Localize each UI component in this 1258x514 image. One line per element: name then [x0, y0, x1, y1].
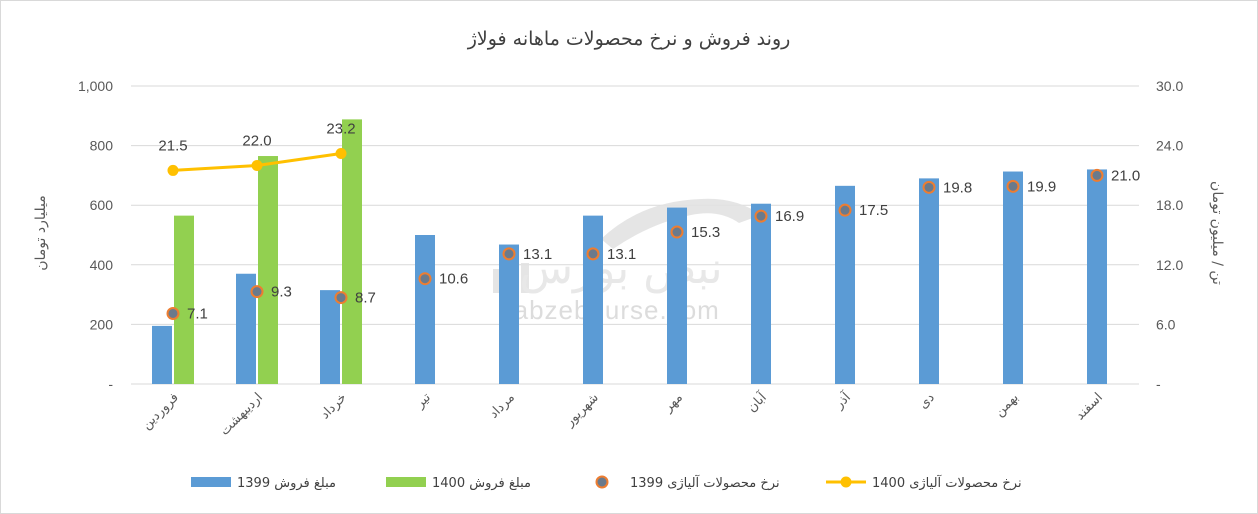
legend-label: نرخ محصولات آلیاژی 1399 — [630, 474, 780, 491]
right-tick-label: 24.0 — [1156, 138, 1183, 154]
bar-1399 — [583, 215, 603, 384]
right-tick-label: 6.0 — [1156, 316, 1176, 332]
right-tick-label: 12.0 — [1156, 257, 1183, 273]
rate-1399-marker — [586, 247, 600, 261]
right-axis-title: تن / میلیون تومان — [1209, 181, 1225, 285]
rate-1399-marker — [922, 180, 936, 194]
rate-1400-label: 22.0 — [242, 132, 271, 149]
rate-1399-label: 13.1 — [607, 246, 636, 263]
data-labels: 21.5 22.0 23.2 7.1 9.3 8.7 10.6 13.1 13.1 15.3 16.… — [158, 121, 1140, 323]
rate-1399-label: 16.9 — [775, 208, 804, 225]
legend-swatch-line-marker — [840, 476, 852, 488]
category-label: آبان — [743, 388, 771, 416]
legend-label: نرخ محصولات آلیاژی 1400 — [872, 474, 1022, 491]
category-label: بهمن — [992, 390, 1022, 420]
left-tick-label: 1,000 — [78, 78, 113, 94]
left-tick-label: 200 — [90, 316, 114, 332]
bar-1399 — [152, 325, 172, 384]
category-labels: فروردین اردیبهشت خرداد تیر مرداد شهریور مهر آبا… — [139, 388, 1106, 439]
bar-1399 — [320, 290, 340, 384]
rate-1399-marker — [418, 272, 432, 286]
watermark-logo-text: نبض بورس — [519, 243, 722, 294]
bar-1399 — [667, 207, 687, 384]
rate-1399-marker — [250, 285, 264, 299]
left-axis-title: میلیارد تومان — [33, 195, 49, 270]
bar-1399 — [919, 178, 939, 384]
left-axis-ticks: - 200 400 600 800 1,000 — [78, 78, 113, 392]
rate-1399-label: 8.7 — [355, 290, 376, 307]
left-tick-label: 800 — [90, 138, 114, 154]
left-tick-label: - — [108, 376, 113, 392]
rate-1399-label: 19.8 — [943, 179, 972, 196]
right-axis-ticks: - 6.0 12.0 18.0 24.0 30.0 — [1156, 78, 1183, 392]
legend-label: مبلغ فروش 1400 — [432, 476, 531, 491]
left-tick-label: 600 — [90, 197, 114, 213]
rate-1399-label: 10.6 — [439, 271, 468, 288]
rate-1399-label: 15.3 — [691, 224, 720, 241]
bar-1399 — [1087, 169, 1107, 384]
legend-swatch-bar — [386, 477, 426, 487]
category-label: تیر — [412, 390, 434, 412]
rate-1400-marker — [167, 164, 179, 176]
category-label: اسفند — [1073, 390, 1106, 423]
bar-1399 — [751, 203, 771, 384]
rate-1399-label: 17.5 — [859, 202, 888, 219]
legend: مبلغ فروش 1399 مبلغ فروش 1400 نرخ محصولات … — [191, 474, 1022, 491]
category-label: خرداد — [318, 390, 350, 422]
legend-label: مبلغ فروش 1399 — [237, 476, 336, 491]
category-label: شهریور — [562, 390, 602, 430]
bar-1400 — [174, 215, 194, 384]
category-label: اردیبهشت — [217, 390, 265, 438]
bar-1399 — [499, 244, 519, 384]
rate-1400-label: 23.2 — [326, 121, 355, 138]
rate-1399-marker — [502, 247, 516, 261]
legend-swatch-bar — [191, 477, 231, 487]
chart-title: روند فروش و نرخ محصولات ماهانه فولاژ — [467, 28, 791, 50]
rate-1399-label: 7.1 — [187, 305, 208, 322]
rate-1399-label: 13.1 — [523, 246, 552, 263]
gridlines — [131, 85, 1139, 385]
rate-1399-marker — [1090, 168, 1104, 182]
rate-1399-marker — [670, 225, 684, 239]
bars-layer — [152, 119, 1107, 384]
category-label: آذر — [830, 388, 855, 413]
rate-1400-label: 21.5 — [158, 137, 187, 154]
bar-1400 — [258, 156, 278, 384]
right-tick-label: 18.0 — [1156, 197, 1183, 213]
rate-1399-marker — [334, 291, 348, 305]
rate-1399-marker — [1006, 179, 1020, 193]
right-tick-label: - — [1156, 376, 1161, 392]
rate-1399-marker — [838, 203, 852, 217]
rate-1400-marker — [251, 159, 263, 171]
bar-1399 — [236, 273, 256, 384]
category-label: دی — [916, 390, 938, 412]
lines-layer — [166, 148, 1104, 320]
category-label: فروردین — [139, 390, 182, 433]
bar-1400 — [342, 119, 362, 384]
right-tick-label: 30.0 — [1156, 78, 1183, 94]
rate-1399-label: 9.3 — [271, 284, 292, 301]
bull-logo-icon — [601, 198, 761, 249]
category-label: مرداد — [486, 390, 517, 421]
legend-swatch-marker — [595, 475, 609, 489]
bar-1399 — [415, 235, 435, 384]
left-tick-label: 400 — [90, 257, 114, 273]
bar-1399 — [835, 185, 855, 384]
rate-1399-label: 21.0 — [1111, 167, 1140, 184]
rate-1399-label: 19.9 — [1027, 178, 1056, 195]
rate-1399-marker — [754, 209, 768, 223]
rate-1400-marker — [335, 148, 347, 160]
category-label: مهر — [660, 390, 686, 416]
rate-1399-marker — [166, 306, 180, 320]
bar-1399 — [1003, 171, 1023, 384]
